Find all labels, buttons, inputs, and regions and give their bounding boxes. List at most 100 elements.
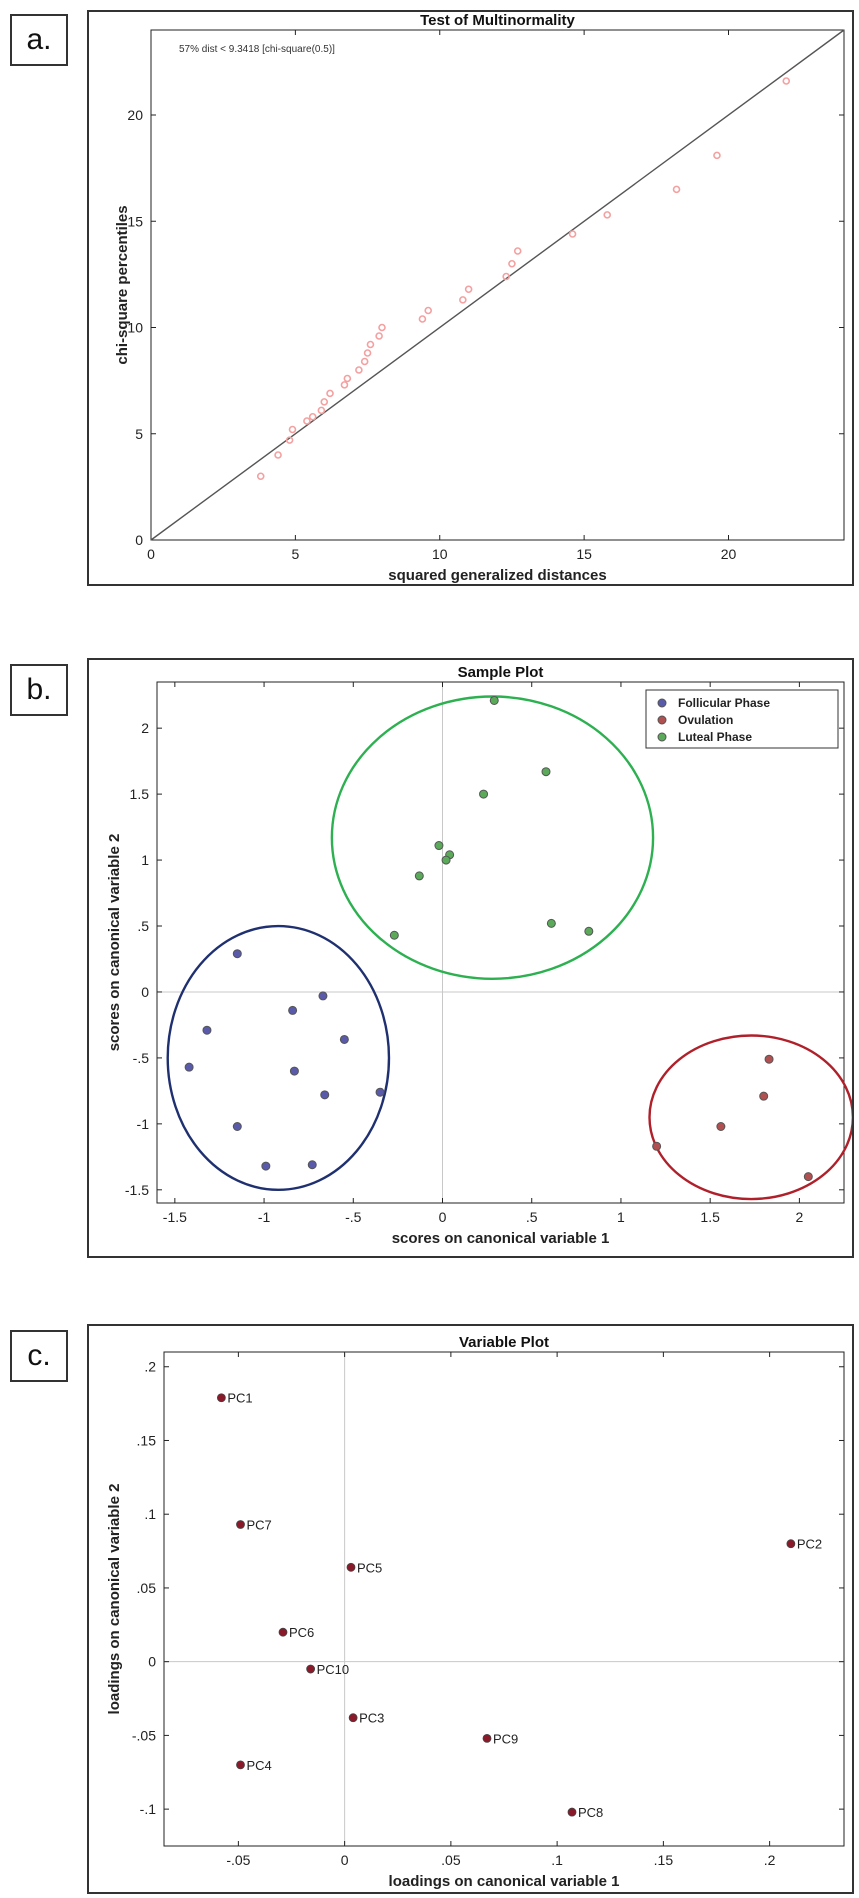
data-point xyxy=(713,151,721,160)
data-point xyxy=(464,285,473,294)
data-point xyxy=(459,296,467,304)
chart-frame-b: -1.5 -1 -.5 0 .5 1 1.5 2 -1.5 -1 -.5 0 .5 1 1.5 2 Sample… xyxy=(87,658,854,1258)
data-point xyxy=(288,425,297,434)
data-point xyxy=(716,1121,726,1131)
data-point xyxy=(285,436,294,444)
y-tick-label: .2 xyxy=(144,1359,156,1375)
data-point xyxy=(355,366,363,374)
y-tick-label: 0 xyxy=(141,984,149,1000)
data-point xyxy=(326,389,334,398)
y-axis-label: scores on canonical variable 2 xyxy=(106,834,123,1052)
data-point xyxy=(375,332,383,340)
data-point xyxy=(308,412,317,421)
data-point xyxy=(318,991,328,1001)
data-point xyxy=(320,398,329,406)
y-tick-label: 15 xyxy=(127,213,143,229)
data-point xyxy=(513,247,522,255)
x-tick-label: -1.5 xyxy=(163,1209,187,1225)
data-point xyxy=(289,1066,299,1076)
data-point xyxy=(786,1539,796,1549)
legend-marker xyxy=(657,732,667,742)
data-point xyxy=(348,1713,358,1723)
x-tick-label: 1.5 xyxy=(700,1209,720,1225)
x-tick-label: 1 xyxy=(617,1209,625,1225)
data-point xyxy=(274,451,282,459)
reference-line xyxy=(150,29,845,541)
plot-area xyxy=(156,681,845,1204)
data-point xyxy=(782,77,791,85)
data-point xyxy=(389,930,399,940)
panel-label-c: c. xyxy=(10,1330,68,1382)
x-tick-label: .2 xyxy=(764,1852,776,1868)
data-point xyxy=(346,1562,356,1572)
point-label: PC7 xyxy=(247,1518,272,1533)
data-point xyxy=(184,1062,194,1072)
x-tick-label: 15 xyxy=(576,546,592,562)
point-label: PC5 xyxy=(357,1560,382,1575)
y-tick-label: -.5 xyxy=(133,1050,150,1066)
x-tick-label: 0 xyxy=(341,1852,349,1868)
chart-title: Sample Plot xyxy=(458,664,544,681)
data-point xyxy=(568,230,577,238)
data-point xyxy=(652,1141,662,1151)
y-tick-label: 5 xyxy=(135,426,143,442)
x-tick-label: -1 xyxy=(258,1209,271,1225)
data-point xyxy=(343,374,352,383)
data-point xyxy=(288,1005,298,1015)
legend-marker xyxy=(657,698,667,708)
data-point xyxy=(202,1025,212,1035)
chart-title: Variable Plot xyxy=(459,1334,549,1351)
legend-label: Luteal Phase xyxy=(678,730,752,744)
x-tick-label: .1 xyxy=(551,1852,563,1868)
point-label: PC9 xyxy=(493,1731,518,1746)
legend-label: Follicular Phase xyxy=(678,696,770,710)
data-point xyxy=(479,789,489,799)
data-point xyxy=(489,695,499,705)
point-label: PC4 xyxy=(247,1758,272,1773)
point-label: PC8 xyxy=(578,1805,603,1820)
x-tick-label: .15 xyxy=(654,1852,674,1868)
data-point xyxy=(482,1733,492,1743)
data-point xyxy=(375,1087,385,1097)
chart-title: Test of Multinormality xyxy=(420,12,575,29)
data-point xyxy=(366,340,375,349)
data-point xyxy=(236,1520,245,1529)
data-point xyxy=(603,211,612,219)
y-tick-label: .5 xyxy=(137,918,149,934)
chart-frame-a: 0 5 10 15 20 0 5 10 15 20 Test of Multinormality sq… xyxy=(87,10,854,586)
panel-label-b: b. xyxy=(10,664,68,716)
data-point xyxy=(441,855,451,865)
legend-marker xyxy=(657,715,667,725)
y-tick-label: .05 xyxy=(137,1580,157,1596)
x-tick-label: 2 xyxy=(795,1209,803,1225)
cluster-ring xyxy=(648,1034,852,1201)
data-point xyxy=(414,871,424,881)
y-tick-label: 0 xyxy=(135,532,143,548)
data-point xyxy=(232,949,242,959)
y-tick-label: 1.5 xyxy=(130,786,150,802)
y-tick-label: -.05 xyxy=(132,1727,156,1743)
data-point xyxy=(803,1172,813,1182)
chart-sample-plot: -1.5 -1 -.5 0 .5 1 1.5 2 -1.5 -1 -.5 0 .5 1 1.5 2 Sample… xyxy=(106,664,852,1247)
x-tick-label: .05 xyxy=(441,1852,461,1868)
data-point xyxy=(307,1160,317,1170)
data-point xyxy=(232,1121,242,1131)
x-tick-label: 20 xyxy=(721,546,737,562)
y-tick-label: .1 xyxy=(144,1506,156,1522)
chart-frame-c: -.05 0 .05 .1 .15 .2 -.1 -.05 0 .05 .1 .15 .2 Variabl… xyxy=(87,1324,854,1894)
data-point xyxy=(672,185,681,194)
x-tick-label: -.5 xyxy=(345,1209,362,1225)
data-point xyxy=(546,918,556,928)
x-tick-label: -.05 xyxy=(226,1852,250,1868)
data-point xyxy=(424,306,433,315)
data-point xyxy=(216,1393,226,1403)
x-axis-label: squared generalized distances xyxy=(388,567,606,584)
data-point xyxy=(306,1664,316,1674)
annotation: 57% dist < 9.3418 [chi-square(0.5)] xyxy=(179,44,335,55)
data-point xyxy=(256,472,265,481)
data-point xyxy=(378,323,386,332)
data-point xyxy=(764,1054,774,1064)
y-tick-label: 10 xyxy=(127,320,143,336)
y-axis-label: chi-square percentiles xyxy=(114,205,131,364)
y-tick-label: -1 xyxy=(137,1116,150,1132)
